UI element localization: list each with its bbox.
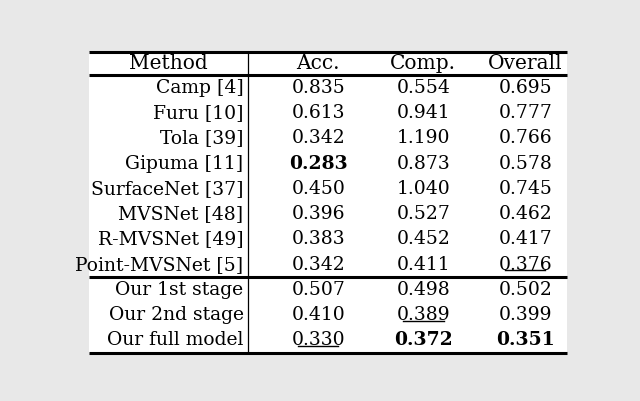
Text: 0.389: 0.389: [397, 306, 450, 324]
Text: 0.417: 0.417: [499, 230, 552, 248]
Text: 0.498: 0.498: [397, 281, 450, 299]
Text: 0.554: 0.554: [396, 79, 451, 97]
Text: 0.502: 0.502: [499, 281, 552, 299]
Text: Gipuma [11]: Gipuma [11]: [125, 154, 244, 172]
Text: MVSNet [48]: MVSNet [48]: [118, 205, 244, 223]
Text: Method: Method: [129, 54, 208, 73]
Text: R-MVSNet [49]: R-MVSNet [49]: [98, 230, 244, 248]
Text: 0.613: 0.613: [291, 104, 345, 122]
Text: 0.372: 0.372: [394, 331, 452, 349]
Text: 0.452: 0.452: [396, 230, 451, 248]
Text: 0.450: 0.450: [291, 180, 345, 198]
Text: 0.411: 0.411: [397, 255, 450, 273]
Text: Comp.: Comp.: [390, 54, 456, 73]
Text: SurfaceNet [37]: SurfaceNet [37]: [91, 180, 244, 198]
Text: Our 2nd stage: Our 2nd stage: [109, 306, 244, 324]
Text: Acc.: Acc.: [296, 54, 340, 73]
Text: Point-MVSNet [5]: Point-MVSNet [5]: [76, 255, 244, 273]
Text: 1.040: 1.040: [397, 180, 450, 198]
Text: 0.578: 0.578: [499, 154, 552, 172]
Text: 0.396: 0.396: [291, 205, 345, 223]
Text: 0.376: 0.376: [499, 255, 552, 273]
Text: Camp [4]: Camp [4]: [156, 79, 244, 97]
Text: Furu [10]: Furu [10]: [153, 104, 244, 122]
Text: 0.777: 0.777: [499, 104, 552, 122]
Text: 0.383: 0.383: [291, 230, 345, 248]
Text: 0.695: 0.695: [499, 79, 552, 97]
Text: 0.330: 0.330: [291, 331, 345, 349]
Text: 0.527: 0.527: [396, 205, 451, 223]
Text: 0.507: 0.507: [291, 281, 345, 299]
Text: 0.351: 0.351: [496, 331, 555, 349]
Text: 0.745: 0.745: [499, 180, 552, 198]
Text: 0.283: 0.283: [289, 154, 348, 172]
Text: 0.873: 0.873: [397, 154, 450, 172]
Text: 0.399: 0.399: [499, 306, 552, 324]
Text: 0.941: 0.941: [397, 104, 450, 122]
Text: Overall: Overall: [488, 54, 563, 73]
Text: Our 1st stage: Our 1st stage: [115, 281, 244, 299]
Text: 0.342: 0.342: [291, 129, 345, 147]
Text: 0.766: 0.766: [499, 129, 552, 147]
Text: 0.410: 0.410: [291, 306, 345, 324]
Text: Tola [39]: Tola [39]: [160, 129, 244, 147]
Text: 0.462: 0.462: [499, 205, 552, 223]
Text: Our full model: Our full model: [107, 331, 244, 349]
Text: 0.342: 0.342: [291, 255, 345, 273]
Text: 1.190: 1.190: [397, 129, 450, 147]
Text: 0.835: 0.835: [291, 79, 345, 97]
